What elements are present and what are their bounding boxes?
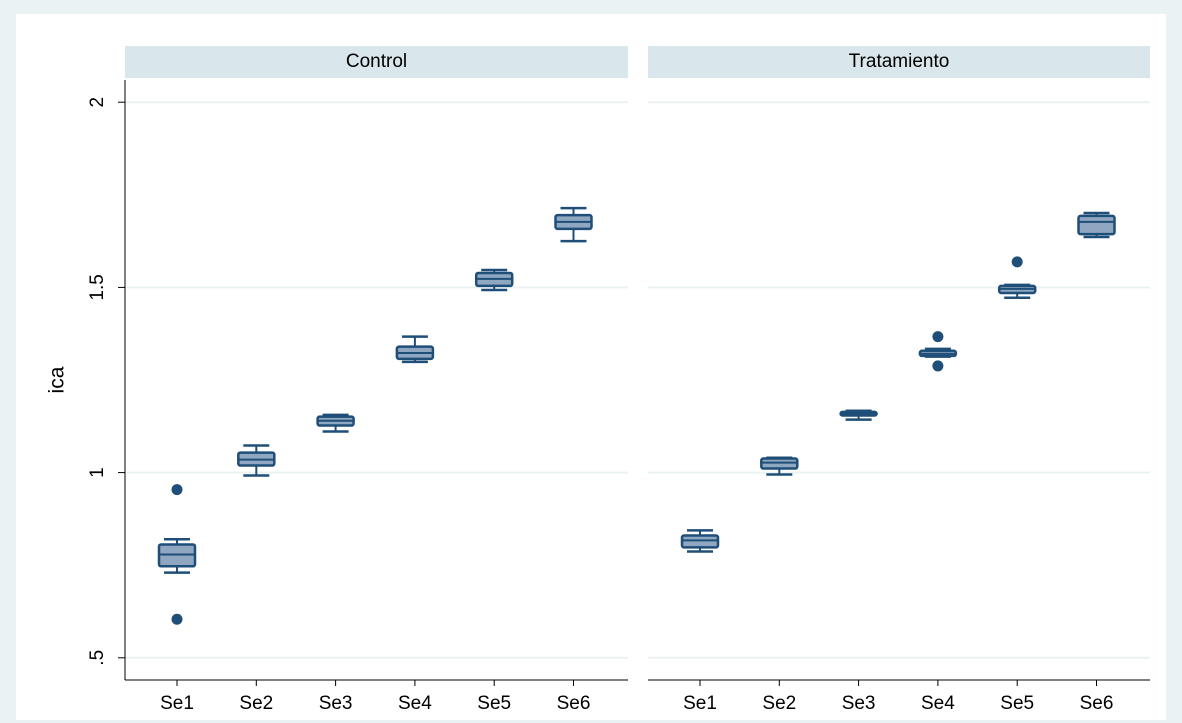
y-tick-label: .5 xyxy=(87,650,108,666)
inner-region xyxy=(16,14,1166,720)
y-tick-label: 2 xyxy=(87,97,108,108)
x-tick-label: Se1 xyxy=(683,693,717,714)
x-tick-label: Se3 xyxy=(319,693,353,714)
y-tick-label: 1 xyxy=(87,467,108,478)
panel-header xyxy=(648,46,1150,78)
panel-header xyxy=(125,46,628,78)
x-tick-label: Se6 xyxy=(557,693,591,714)
outlier xyxy=(1011,256,1023,268)
y-tick-label: 1.5 xyxy=(87,274,108,300)
box xyxy=(680,534,720,549)
outlier xyxy=(932,331,944,343)
y-axis-label: ica xyxy=(46,366,69,393)
x-tick-label: Se3 xyxy=(842,693,876,714)
x-tick-label: Se5 xyxy=(477,693,511,714)
panel-title: Control xyxy=(346,51,407,72)
x-tick-label: Se6 xyxy=(1080,693,1114,714)
x-tick-label: Se5 xyxy=(1000,693,1034,714)
x-tick-label: Se2 xyxy=(239,693,273,714)
x-tick-label: Se2 xyxy=(762,693,796,714)
panel-title: Tratamiento xyxy=(849,51,950,72)
x-tick-label: Se4 xyxy=(921,693,955,714)
box xyxy=(1077,214,1116,236)
outlier xyxy=(171,613,183,625)
outlier xyxy=(932,360,944,372)
x-tick-label: Se1 xyxy=(160,693,194,714)
outlier xyxy=(171,484,183,496)
x-tick-label: Se4 xyxy=(398,693,432,714)
